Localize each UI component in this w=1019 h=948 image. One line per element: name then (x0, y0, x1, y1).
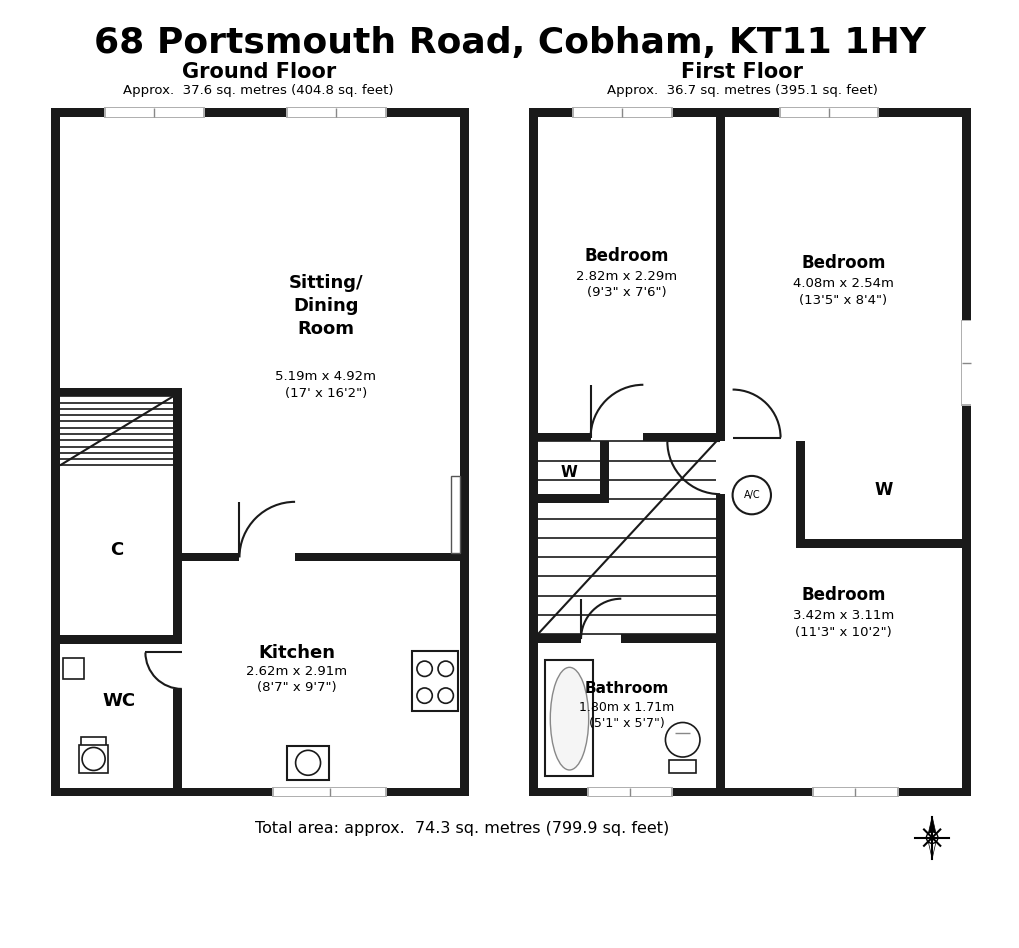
Bar (412, 651, 458, 711)
Bar (63, 658, 84, 680)
Bar (715, 118, 725, 788)
Bar (286, 745, 329, 780)
Bar (780, 108, 876, 118)
Text: Sitting/
Dining
Room: Sitting/ Dining Room (288, 274, 363, 338)
Text: WC: WC (103, 692, 136, 710)
Bar (813, 788, 896, 796)
Bar (60, 388, 181, 396)
Text: 2.62m x 2.91m
(8'7" x 9'7"): 2.62m x 2.91m (8'7" x 9'7") (247, 665, 347, 694)
Circle shape (664, 722, 699, 757)
Bar (795, 539, 961, 548)
Text: A/C: A/C (743, 490, 759, 501)
Bar (545, 660, 593, 776)
Text: Bedroom: Bedroom (584, 246, 668, 264)
Bar (51, 788, 469, 796)
Bar (460, 108, 469, 796)
Text: 3.42m x 3.11m
(11'3" x 10'2"): 3.42m x 3.11m (11'3" x 10'2") (792, 610, 893, 639)
Text: Kitchen: Kitchen (258, 645, 335, 663)
Polygon shape (926, 838, 936, 859)
Bar (961, 321, 969, 404)
Ellipse shape (550, 667, 588, 770)
Bar (286, 107, 387, 118)
Bar (777, 107, 878, 118)
Bar (599, 442, 608, 502)
Text: Bathroom: Bathroom (584, 681, 668, 696)
Bar (529, 788, 969, 796)
Text: Approx.  36.7 sq. metres (395.1 sq. feet): Approx. 36.7 sq. metres (395.1 sq. feet) (606, 83, 876, 97)
Text: Ground Floor: Ground Floor (181, 62, 335, 82)
Text: Bedroom: Bedroom (800, 587, 884, 605)
Bar (82, 737, 106, 746)
Bar (106, 108, 203, 118)
Bar (537, 432, 725, 442)
Circle shape (82, 747, 105, 771)
Bar (51, 108, 469, 118)
Bar (272, 787, 387, 797)
Bar (173, 689, 181, 788)
Text: Total area: approx.  74.3 sq. metres (799.9 sq. feet): Total area: approx. 74.3 sq. metres (799… (255, 821, 668, 835)
Bar (537, 634, 725, 643)
Bar (79, 744, 108, 774)
Bar (51, 108, 60, 796)
Bar (590, 432, 643, 442)
Bar (668, 760, 695, 774)
Bar (572, 107, 673, 118)
Bar (288, 108, 385, 118)
Text: 1.80m x 1.71m
(5'1" x 5'7"): 1.80m x 1.71m (5'1" x 5'7") (579, 701, 674, 730)
Bar (574, 108, 671, 118)
Bar (173, 388, 181, 788)
Bar (60, 635, 181, 644)
Circle shape (732, 476, 770, 515)
Bar (181, 553, 239, 561)
Bar (529, 108, 969, 118)
Bar (581, 634, 621, 643)
Bar (82, 737, 106, 746)
Text: W: W (559, 465, 577, 480)
Bar (60, 118, 460, 788)
Text: Bedroom: Bedroom (800, 254, 884, 272)
Bar (961, 108, 969, 796)
Bar (537, 494, 599, 502)
Text: 5.19m x 4.92m
(17' x 16'2"): 5.19m x 4.92m (17' x 16'2") (275, 370, 376, 399)
Bar (173, 644, 181, 689)
Text: C: C (110, 541, 123, 559)
Bar (104, 107, 205, 118)
Text: First Floor: First Floor (681, 62, 802, 82)
Polygon shape (926, 816, 936, 838)
Bar (715, 442, 725, 494)
Text: W: W (873, 482, 892, 500)
Bar (588, 788, 671, 796)
Text: 68 Portsmouth Road, Cobham, KT11 1HY: 68 Portsmouth Road, Cobham, KT11 1HY (94, 27, 925, 61)
Bar (811, 787, 898, 797)
Bar (537, 118, 961, 788)
Text: Approx.  37.6 sq. metres (404.8 sq. feet): Approx. 37.6 sq. metres (404.8 sq. feet) (123, 83, 393, 97)
Bar (294, 553, 460, 561)
Bar (732, 432, 780, 442)
Text: 4.08m x 2.54m
(13'5" x 8'4"): 4.08m x 2.54m (13'5" x 8'4") (792, 278, 893, 307)
Bar (795, 442, 804, 548)
Circle shape (925, 831, 937, 844)
Bar (586, 787, 673, 797)
Bar (960, 319, 970, 406)
Bar (529, 108, 537, 796)
Text: 2.82m x 2.29m
(9'3" x 7'6"): 2.82m x 2.29m (9'3" x 7'6") (576, 270, 677, 300)
Bar (450, 476, 460, 553)
Bar (274, 788, 385, 796)
